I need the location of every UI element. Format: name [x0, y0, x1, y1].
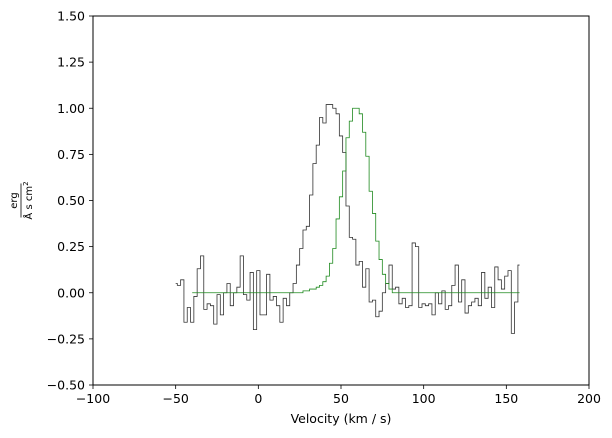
- y-tick-label: 1.50: [57, 9, 85, 24]
- y-tick-label: 1.00: [57, 101, 85, 116]
- y-axis: −0.50 −0.25 0.00 0.25 0.50 0.75 1.00 1.25 1.50: [47, 9, 93, 393]
- y-axis-label-numerator: erg: [9, 192, 20, 208]
- x-tick-label: 50: [333, 391, 349, 406]
- x-tick-label: 100: [412, 391, 436, 406]
- y-tick-label: −0.50: [47, 378, 85, 393]
- x-axis: −100 −50 0 50 100 150 200: [76, 385, 601, 406]
- x-tick-label: 200: [577, 391, 601, 406]
- y-tick-label: 0.25: [57, 239, 85, 254]
- y-axis-label-denominator-main: Å s cm: [22, 186, 35, 220]
- y-axis-label-denominator-sup: 2: [22, 181, 30, 185]
- y-tick-label: −0.25: [47, 331, 85, 346]
- series-layer: [175, 104, 520, 334]
- y-tick-label: 1.25: [57, 55, 85, 70]
- y-tick-label: 0.75: [57, 147, 85, 162]
- y-axis-label: erg Å s cm2: [9, 181, 35, 219]
- y-tick-label: 0.50: [57, 193, 85, 208]
- x-tick-label: −100: [76, 391, 110, 406]
- y-tick-label: 0.00: [57, 285, 85, 300]
- x-tick-label: −50: [162, 391, 188, 406]
- x-axis-label: Velocity (km / s): [291, 411, 392, 426]
- x-tick-label: 0: [254, 391, 262, 406]
- x-tick-label: 150: [494, 391, 518, 406]
- series-2-line: [192, 107, 520, 294]
- y-axis-label-denominator: Å s cm2: [22, 181, 35, 219]
- series-1-line: [175, 104, 520, 334]
